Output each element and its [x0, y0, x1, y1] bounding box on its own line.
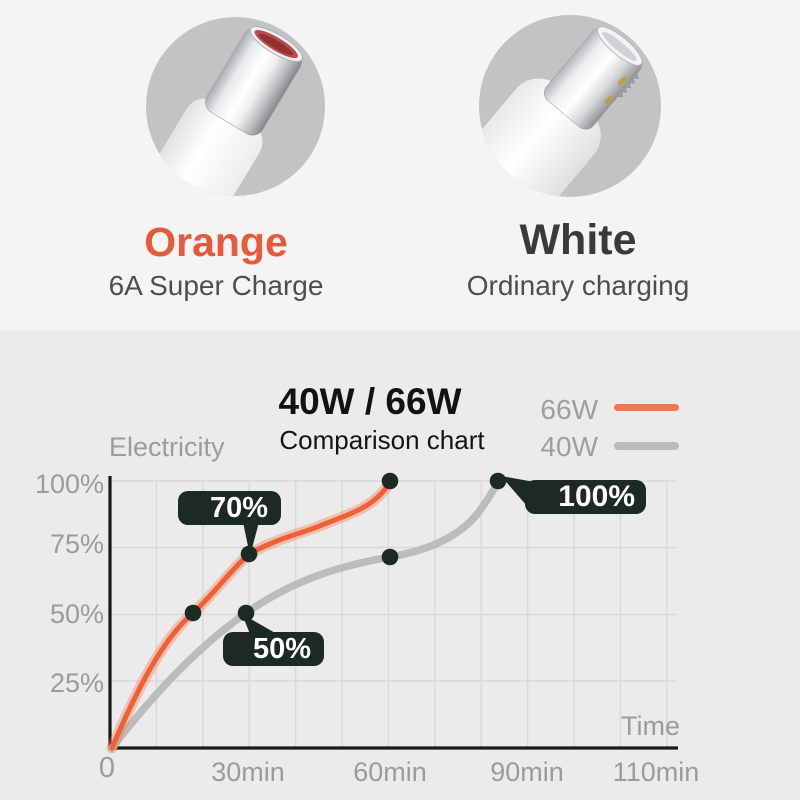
- product-subtitle-white: Ordinary charging: [466, 270, 690, 301]
- chart-title: 40W / 66W: [278, 381, 462, 422]
- product-name-white: White: [519, 216, 637, 264]
- callout-badge-70pct: 70%: [178, 491, 281, 525]
- product-comparison-section: Orange 6A Super Charge White Ordinary ch…: [0, 0, 800, 331]
- product-name-orange: Orange: [144, 219, 288, 265]
- legend-line-40w-icon: [614, 442, 679, 450]
- legend-line-66w-icon: [614, 404, 679, 411]
- y-tick-75: 75%: [49, 529, 104, 559]
- y-tick-100: 100%: [34, 469, 104, 499]
- x-tick-60min: 60min: [353, 757, 427, 787]
- white-connector-photo-circle: [479, 15, 661, 197]
- product-subtitle-orange: 6A Super Charge: [108, 270, 324, 301]
- legend-label-66w: 66W: [540, 394, 598, 425]
- x-tick-110min: 110min: [612, 757, 700, 787]
- curve-40w: [108, 478, 502, 752]
- charge-speed-line-chart: [106, 472, 678, 754]
- x-tick-30min: 30min: [211, 757, 285, 787]
- callout-badge-50pct: 50%: [223, 632, 324, 666]
- chart-gridlines: [110, 480, 677, 748]
- usb-c-plug-orange-icon: [146, 26, 303, 196]
- legend-label-40w: 40W: [540, 431, 598, 462]
- orange-connector-photo-circle: [146, 17, 325, 196]
- chart-subtitle: Comparison chart: [279, 425, 485, 455]
- chart-axes: [108, 476, 678, 750]
- x-axis-title: Time: [621, 711, 680, 741]
- y-axis-title: Electricity: [109, 432, 225, 462]
- usb-c-plug-white-icon: [479, 26, 643, 197]
- x-tick-90min: 90min: [490, 757, 564, 787]
- data-point-dots: [184, 472, 507, 622]
- y-tick-25: 25%: [49, 668, 104, 698]
- callout-badge-100pct: 100%: [525, 480, 646, 514]
- x-tick-0: 0: [98, 752, 116, 784]
- y-tick-50: 50%: [49, 599, 104, 629]
